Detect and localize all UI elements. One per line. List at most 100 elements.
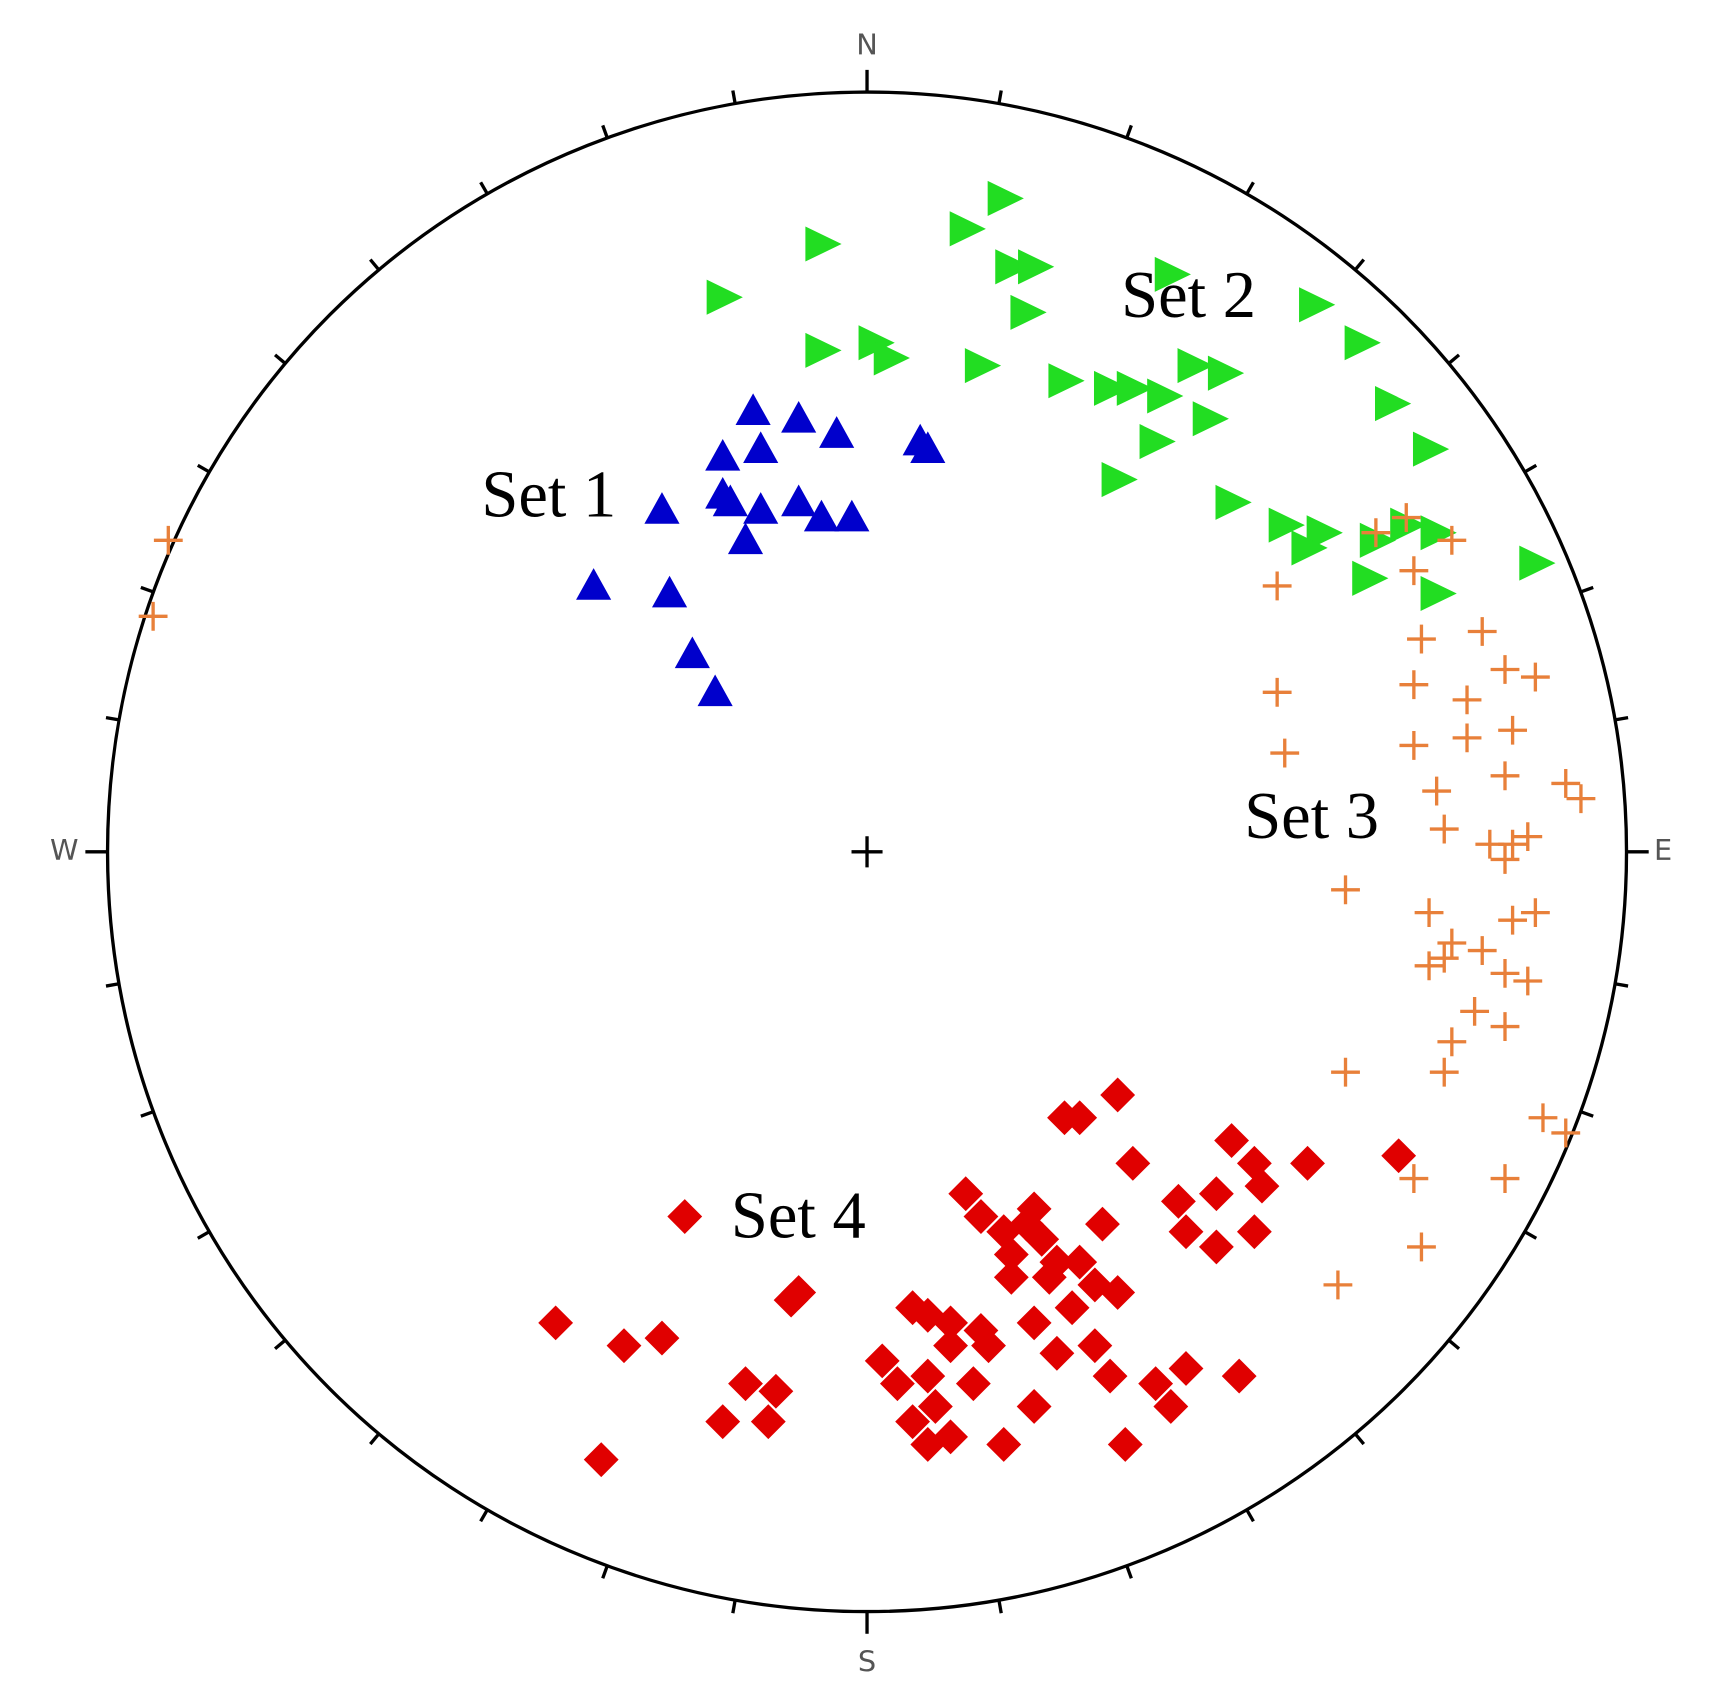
data-point	[1407, 1232, 1436, 1262]
circle-tick	[1523, 1230, 1538, 1240]
data-point	[933, 1328, 968, 1364]
circle-tick	[1614, 715, 1629, 722]
data-point	[1207, 355, 1245, 391]
data-point	[1490, 761, 1520, 791]
circle-tick	[196, 463, 211, 474]
data-point	[697, 674, 733, 707]
data-point	[538, 1305, 574, 1341]
data-point	[743, 431, 779, 464]
data-point	[1490, 1012, 1520, 1041]
data-point	[727, 522, 764, 555]
data-point	[781, 400, 817, 433]
data-point	[1375, 386, 1412, 422]
data-point	[1344, 325, 1381, 361]
data-point	[1467, 936, 1497, 966]
direction-label: W	[50, 833, 79, 867]
circle-tick	[369, 1432, 381, 1446]
data-point	[667, 1199, 703, 1234]
data-point	[1290, 1145, 1325, 1181]
circle-tick	[140, 585, 154, 594]
data-point	[1291, 530, 1328, 566]
data-point	[1016, 1389, 1052, 1424]
data-point	[1077, 1328, 1113, 1364]
circle-tick	[1125, 124, 1133, 139]
data-point	[1244, 1168, 1280, 1204]
circle-tick	[479, 1508, 489, 1523]
circle-tick	[1447, 353, 1461, 365]
data-point	[864, 1343, 900, 1379]
data-point	[1154, 256, 1191, 292]
data-point	[1100, 1275, 1136, 1310]
data-point	[971, 1328, 1006, 1364]
data-point	[1513, 966, 1543, 996]
data-point	[1147, 378, 1184, 414]
data-point	[1460, 996, 1490, 1026]
data-point	[153, 525, 183, 555]
circle-tick	[1580, 585, 1594, 594]
data-point	[1215, 484, 1252, 520]
data-point	[964, 348, 1002, 384]
data-point	[1024, 1221, 1060, 1257]
data-point	[735, 393, 771, 426]
circle-tick	[273, 353, 287, 365]
data-point	[805, 332, 842, 368]
data-point	[1399, 1164, 1429, 1193]
direction-label: E	[1654, 833, 1672, 867]
data-point	[917, 1389, 953, 1424]
data-point	[1361, 518, 1391, 548]
data-point	[1192, 401, 1229, 437]
data-point	[712, 484, 748, 517]
set-label: Set 1	[481, 459, 616, 532]
data-point	[1437, 525, 1467, 555]
data-point	[1407, 624, 1436, 654]
data-point	[1153, 1389, 1189, 1424]
data-point	[993, 1259, 1029, 1295]
data-point	[895, 1404, 931, 1440]
data-point	[1490, 845, 1520, 874]
data-point	[773, 1282, 809, 1318]
data-point	[987, 180, 1024, 216]
data-point	[1016, 1305, 1052, 1341]
direction-label: N	[856, 28, 878, 62]
data-point	[1429, 814, 1459, 844]
circle-tick	[1125, 1565, 1133, 1579]
data-point	[1268, 507, 1305, 543]
data-point	[1429, 943, 1459, 973]
data-point	[879, 1366, 915, 1402]
data-point	[583, 1442, 619, 1478]
data-point	[1161, 1183, 1196, 1219]
data-point	[1139, 424, 1176, 460]
data-point	[1115, 1145, 1151, 1181]
data-point	[1414, 951, 1444, 981]
data-point	[1018, 249, 1055, 285]
data-point	[1101, 462, 1138, 498]
data-point	[873, 340, 910, 376]
data-point	[1177, 348, 1214, 384]
circle-tick	[1614, 982, 1629, 988]
data-point	[955, 1366, 991, 1402]
data-point	[705, 438, 741, 471]
data-point	[743, 492, 779, 524]
data-point	[910, 431, 946, 464]
data-point	[1198, 1229, 1234, 1265]
data-point	[1490, 1164, 1520, 1193]
data-point	[1221, 1358, 1257, 1394]
circle-tick	[369, 258, 381, 271]
data-point	[1437, 1027, 1467, 1057]
data-point	[805, 226, 842, 262]
data-point	[758, 1373, 794, 1409]
data-point	[1270, 738, 1300, 768]
circle-tick	[105, 715, 120, 722]
data-point	[1490, 655, 1520, 684]
data-point	[1520, 662, 1550, 692]
data-point	[1100, 1077, 1136, 1113]
center-cross	[851, 836, 883, 868]
data-point	[1116, 370, 1153, 406]
data-point	[1085, 1206, 1120, 1242]
circle-tick	[731, 90, 737, 104]
data-point	[803, 499, 840, 532]
data-point	[1092, 1358, 1128, 1394]
data-point	[1331, 875, 1360, 905]
data-point	[1048, 363, 1085, 399]
